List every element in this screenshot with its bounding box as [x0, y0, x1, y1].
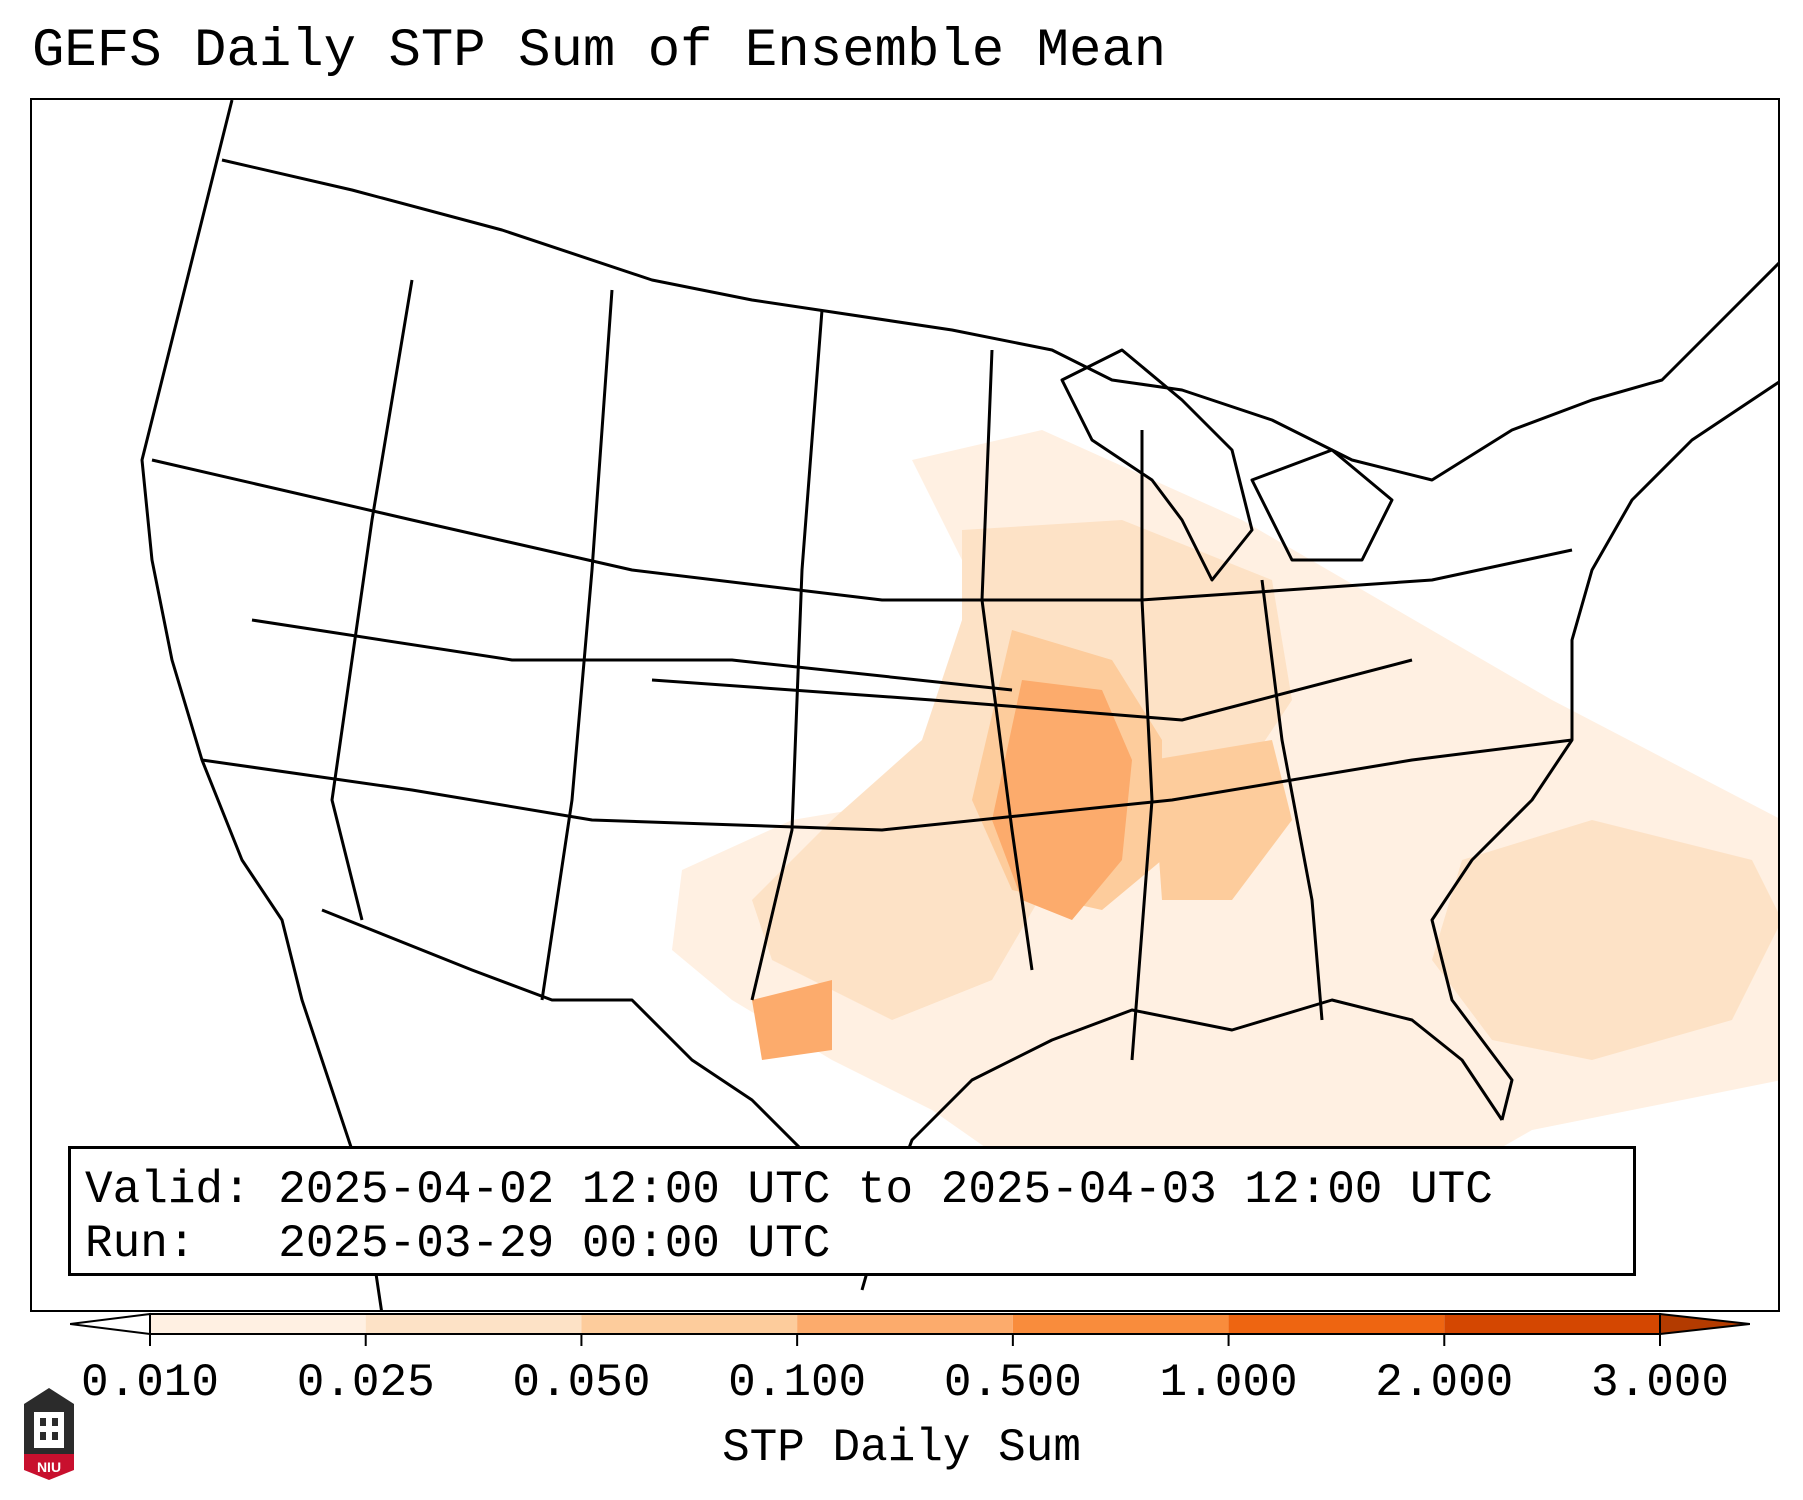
boundary-lines — [140, 100, 1778, 1310]
colorbar-segment — [1012, 1314, 1229, 1334]
state-line-6 — [980, 349, 1034, 971]
colorbar-label: STP Daily Sum — [722, 1422, 1081, 1474]
state-line-8 — [1260, 579, 1324, 1021]
colorbar-tick-label: 0.500 — [943, 1357, 1082, 1409]
stp-region-strong-arkansas — [992, 680, 1132, 920]
state-line-1 — [151, 458, 1573, 602]
valid-time-text: Valid: 2025-04-02 12:00 UTC to 2025-04-0… — [85, 1164, 1493, 1216]
niu-logo: NIU — [24, 1388, 74, 1480]
colorbar-tick-label: 0.025 — [296, 1357, 435, 1409]
stp-shading — [672, 430, 1778, 1210]
logo-text: NIU — [37, 1459, 61, 1475]
colorbar-segment — [150, 1314, 366, 1334]
colorbar-tick-label: 0.100 — [728, 1357, 867, 1409]
colorbar-tick-label: 1.000 — [1159, 1357, 1298, 1409]
colorbar-tick-label: 2.000 — [1375, 1357, 1514, 1409]
colorbar-tick-label: 0.010 — [80, 1357, 220, 1409]
state-line-5 — [750, 309, 824, 1001]
state-line-10 — [251, 618, 1013, 692]
map-canvas — [140, 100, 1778, 1310]
state-line-9 — [651, 658, 1413, 722]
colorbar-outline — [149, 1313, 1661, 1335]
colorbar-segment — [1228, 1314, 1445, 1334]
state-line-2 — [201, 738, 1573, 832]
great-lakes-outline — [1060, 348, 1394, 582]
atlantic-coastline — [1430, 380, 1778, 1121]
map-panel: Valid: 2025-04-02 12:00 UTC to 2025-04-0… — [30, 98, 1780, 1312]
state-line-7 — [1130, 430, 1154, 1061]
colorbar-segments — [70, 1312, 1750, 1336]
run-time-text: Run: 2025-03-29 00:00 UTC — [85, 1218, 831, 1270]
state-line-3 — [330, 279, 414, 921]
state-line-4 — [540, 289, 614, 1001]
colorbar-segment — [1444, 1314, 1660, 1334]
colorbar-segment — [365, 1314, 582, 1334]
stp-region-strong-texas — [752, 980, 832, 1060]
colorbar — [70, 1312, 1750, 1346]
colorbar-ticks — [149, 1334, 1661, 1346]
map-title: GEFS Daily STP Sum of Ensemble Mean — [32, 21, 1167, 82]
valid-run-info-box: Valid: 2025-04-02 12:00 UTC to 2025-04-0… — [68, 1146, 1636, 1276]
colorbar-upper-extend — [1659, 1312, 1750, 1336]
canada-border — [221, 158, 1778, 482]
colorbar-segment — [581, 1314, 798, 1334]
colorbar-segment — [797, 1314, 1013, 1334]
colorbar-tick-label: 0.050 — [512, 1357, 651, 1409]
stp-region-pale-atlantic — [1432, 820, 1778, 1060]
colorbar-lower-extend — [70, 1312, 151, 1336]
stp-region-mid-tennessee — [1152, 740, 1292, 900]
colorbar-tick-label: 3.000 — [1590, 1357, 1730, 1409]
